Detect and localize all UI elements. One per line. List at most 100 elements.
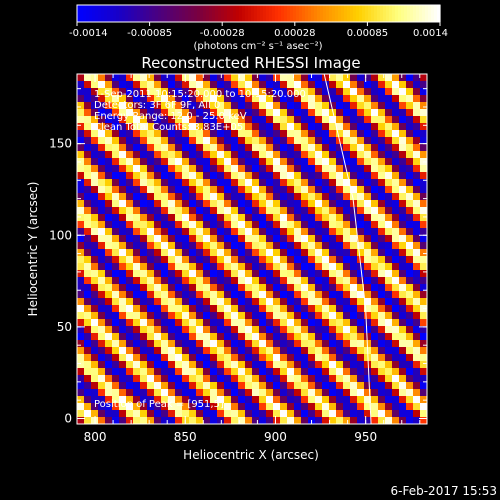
heatmap-cell [357,102,365,110]
heatmap-cell [385,403,393,411]
heatmap-cell [154,200,162,208]
heatmap-cell [84,102,92,110]
heatmap-cell [273,200,281,208]
heatmap-cell [133,116,141,124]
heatmap-cell [259,312,267,320]
heatmap-cell [133,263,141,271]
heatmap-cell [84,193,92,201]
heatmap-cell [371,74,379,82]
heatmap-cell [308,95,316,103]
heatmap-cell [252,312,260,320]
heatmap-cell [84,375,92,383]
heatmap-cell [350,158,358,166]
heatmap-cell [294,417,302,425]
heatmap-cell [413,389,421,397]
heatmap-cell [112,368,120,376]
heatmap-cell [273,417,281,425]
heatmap-cell [238,291,246,299]
heatmap-cell [210,375,218,383]
heatmap-cell [413,116,421,124]
heatmap-cell [252,144,260,152]
heatmap-cell [196,256,204,264]
heatmap-cell [175,74,183,82]
heatmap-cell [413,277,421,285]
heatmap-cell [91,214,99,222]
heatmap-cell [329,305,337,313]
heatmap-cell [105,81,113,89]
heatmap-cell [133,284,141,292]
heatmap-cell [196,186,204,194]
heatmap-cell [210,165,218,173]
heatmap-cell [84,319,92,327]
heatmap-cell [357,354,365,362]
heatmap-cell [357,158,365,166]
peak-position-label: Position of Peak = [951,5] [94,399,224,410]
heatmap-cell [84,368,92,376]
heatmap-cell [266,354,274,362]
heatmap-cell [371,151,379,159]
heatmap-cell [287,95,295,103]
heatmap-cell [392,361,400,369]
heatmap-cell [98,165,106,173]
heatmap-cell [175,312,183,320]
heatmap-cell [273,375,281,383]
heatmap-cell [168,151,176,159]
heatmap-cell [161,172,169,180]
heatmap-cell [217,375,225,383]
heatmap-cell [322,151,330,159]
heatmap-cell [259,382,267,390]
heatmap-cell [126,158,134,166]
heatmap-cell [175,417,183,425]
heatmap-cell [168,123,176,131]
heatmap-cell [77,144,85,152]
heatmap-cell [77,186,85,194]
heatmap-cell [91,144,99,152]
heatmap-cell [343,361,351,369]
heatmap-cell [154,116,162,124]
heatmap-cell [210,158,218,166]
heatmap-cell [147,95,155,103]
heatmap-cell [301,417,309,425]
heatmap-cell [168,207,176,215]
heatmap-cell [140,186,148,194]
heatmap-cell [385,368,393,376]
heatmap-cell [189,375,197,383]
heatmap-cell [273,270,281,278]
heatmap-cell [392,123,400,131]
heatmap-cell [329,403,337,411]
heatmap-cell [287,186,295,194]
heatmap-cell [91,228,99,236]
heatmap-cell [140,200,148,208]
heatmap-cell [252,207,260,215]
heatmap-cell [406,235,414,243]
heatmap-cell [392,144,400,152]
heatmap-cell [98,389,106,397]
colorbar-segment [77,5,81,22]
heatmap-cell [105,151,113,159]
heatmap-cell [273,130,281,138]
heatmap-cell [119,403,127,411]
heatmap-cell [294,305,302,313]
heatmap-cell [224,396,232,404]
heatmap-cell [245,361,253,369]
colorbar-segment [89,5,93,22]
heatmap-cell [217,312,225,320]
heatmap-cell [287,382,295,390]
heatmap-cell [224,382,232,390]
heatmap-cell [266,186,274,194]
heatmap-cell [196,158,204,166]
heatmap-cell [385,340,393,348]
heatmap-cell [357,389,365,397]
heatmap-cell [343,221,351,229]
heatmap-cell [287,109,295,117]
heatmap-cell [203,172,211,180]
heatmap-cell [98,193,106,201]
colorbar-segment [107,5,111,22]
heatmap-cell [119,95,127,103]
heatmap-cell [133,88,141,96]
heatmap-cell [175,130,183,138]
heatmap-cell [308,375,316,383]
heatmap-cell [420,417,428,425]
heatmap-cell [98,284,106,292]
heatmap-cell [147,137,155,145]
